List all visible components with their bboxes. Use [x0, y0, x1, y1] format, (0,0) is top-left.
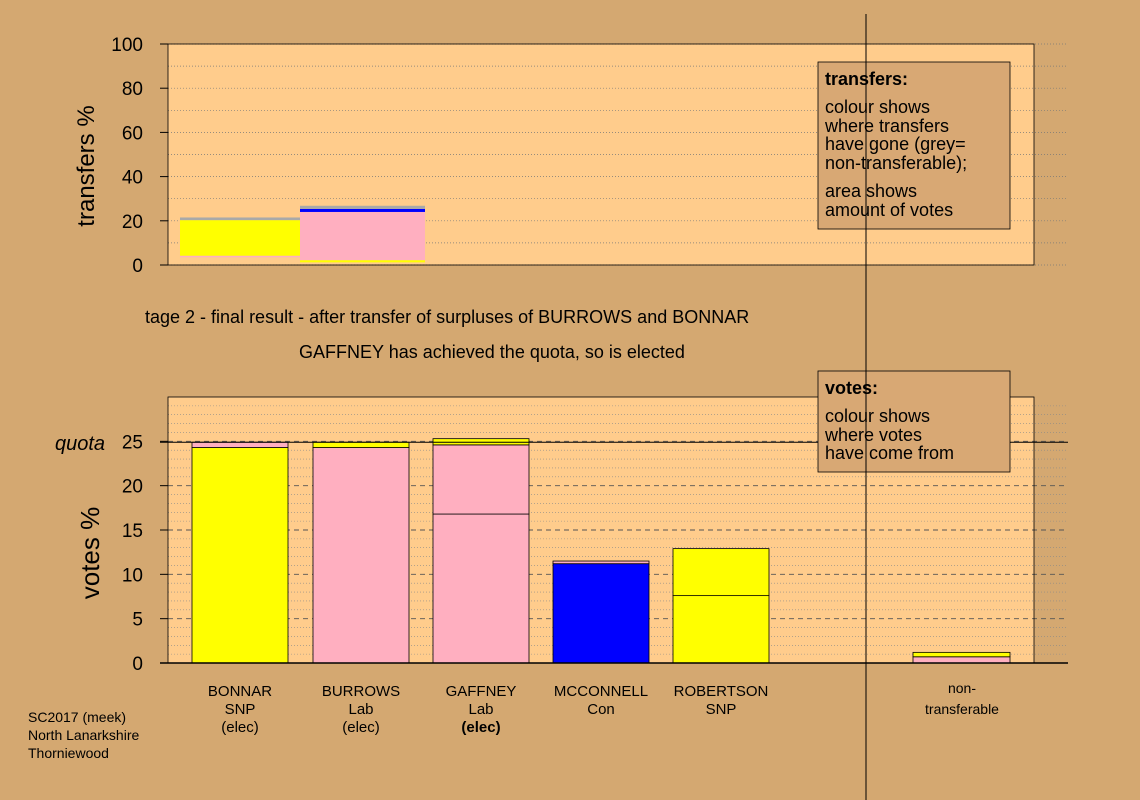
transfers-info-box: transfers: colour shows where transfers …: [817, 61, 1011, 230]
vote-segment: [672, 595, 770, 664]
vote-bar-mcconnell: [552, 560, 650, 664]
transfers-box-line: colour shows: [825, 97, 930, 117]
stage-subtitle: GAFFNEY has achieved the quota, so is el…: [299, 342, 685, 362]
transfer-segment: [300, 260, 425, 263]
vote-segment: [312, 441, 410, 448]
votes-info-box-frame: [817, 370, 1011, 473]
votes-y-ticks: 0 5 10 15 20 25: [122, 432, 168, 675]
footer-line: Thorniewood: [28, 745, 109, 761]
y-tick-label: 0: [132, 256, 143, 277]
transfers-panel: 0 20 40 60 80 100 transfers % transfers: colo…: [73, 35, 1068, 277]
candidate-party: Con: [587, 701, 615, 718]
vote-segment: [672, 548, 770, 597]
candidate-party: SNP: [225, 701, 256, 718]
votes-bars: [191, 438, 1011, 664]
stage-title: tage 2 - final result - after transfer o…: [145, 307, 749, 327]
transfer-bar-burrows: [300, 205, 425, 263]
transfer-segment: [180, 217, 300, 221]
votes-box-title: votes:: [825, 378, 878, 398]
vote-segment: [432, 444, 530, 515]
vote-segment: [191, 441, 289, 448]
transfers-axis-label: transfers %: [73, 105, 100, 226]
vote-bar-robertson: [672, 548, 770, 664]
transfer-bar-bonnar: [180, 217, 300, 258]
transfers-box-title: transfers:: [825, 69, 908, 89]
nontransferable-label: non-transferable: [925, 680, 999, 717]
y-tick-label: 60: [122, 123, 143, 144]
vote-bar-non-transferable: [912, 651, 1011, 664]
transfers-bars: [180, 205, 425, 263]
vote-bar-burrows: [312, 441, 410, 664]
votes-info-box: votes: colour shows where votes have com…: [817, 370, 1011, 473]
vote-segment: [552, 560, 650, 565]
candidate-status: (elec): [461, 719, 500, 736]
candidate-name: ROBERTSON: [674, 683, 769, 700]
transfer-segment: [300, 208, 425, 212]
y-tick-label: 10: [122, 565, 143, 586]
y-tick-label: 100: [111, 35, 143, 56]
vote-segment: [191, 447, 289, 664]
y-tick-label: 40: [122, 168, 143, 189]
candidate-status: (elec): [221, 719, 259, 736]
votes-box-line: have come from: [825, 443, 954, 463]
vote-segment: [312, 447, 410, 664]
footer-line: SC2017 (meek): [28, 709, 126, 725]
y-tick-label: 25: [122, 432, 143, 453]
y-tick-label: 15: [122, 521, 143, 542]
nontransferable-label-line: non-: [948, 680, 976, 696]
transfers-box-line: non-transferable);: [825, 153, 967, 173]
vote-bar-bonnar: [191, 441, 289, 664]
vote-bar-gaffney: [432, 438, 530, 664]
candidate-name: GAFFNEY: [446, 683, 517, 700]
quota-label: quota: [55, 433, 105, 455]
footer: SC2017 (meek) North Lanarkshire Thorniew…: [28, 709, 139, 761]
candidate-party: Lab: [468, 701, 493, 718]
candidate-name: BONNAR: [208, 683, 272, 700]
vote-segment: [432, 513, 530, 664]
transfers-box-line: amount of votes: [825, 200, 953, 220]
transfers-box-line: area shows: [825, 181, 917, 201]
y-tick-label: 20: [122, 477, 143, 498]
transfers-box-line: have gone (grey=: [825, 134, 966, 154]
transfer-segment: [180, 255, 300, 258]
candidate-labels: BONNARSNP(elec)BURROWSLab(elec)GAFFNEYLa…: [208, 680, 999, 736]
candidate-name: MCCONNELL: [554, 683, 648, 700]
transfers-box-line: where transfers: [824, 116, 949, 136]
transfers-y-ticks: 0 20 40 60 80 100: [111, 35, 168, 277]
candidate-name: BURROWS: [322, 683, 400, 700]
candidate-status: (elec): [342, 719, 380, 736]
votes-box-line: colour shows: [825, 406, 930, 426]
nontransferable-label-line: transferable: [925, 701, 999, 717]
transfers-info-box-frame: [817, 61, 1011, 230]
footer-line: North Lanarkshire: [28, 727, 139, 743]
vote-segment: [912, 656, 1011, 664]
y-tick-label: 80: [122, 79, 143, 100]
y-tick-label: 0: [132, 654, 143, 675]
votes-box-line: where votes: [824, 425, 922, 445]
candidate-party: Lab: [348, 701, 373, 718]
y-tick-label: 20: [122, 212, 143, 233]
vote-segment: [552, 563, 650, 664]
transfer-segment: [300, 205, 425, 209]
vote-segment: [912, 651, 1011, 658]
transfers-plot-frame: [167, 43, 1035, 266]
votes-axis-label: votes %: [75, 507, 105, 600]
transfer-segment: [300, 211, 425, 261]
y-tick-label: 5: [132, 610, 143, 631]
transfer-segment: [180, 220, 300, 256]
candidate-party: SNP: [706, 701, 737, 718]
